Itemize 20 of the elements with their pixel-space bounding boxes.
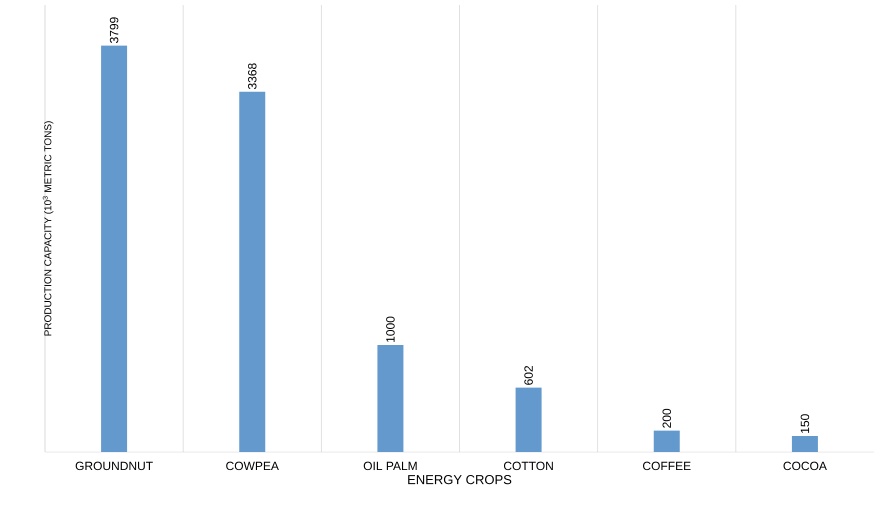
data-label: 3368 bbox=[248, 63, 256, 90]
bar bbox=[239, 92, 266, 452]
data-label: 3799 bbox=[110, 17, 118, 43]
x-tick-label: COCOA bbox=[784, 462, 827, 470]
bar bbox=[377, 345, 404, 452]
y-axis-title: PRODUCTION CAPACITY (10$^{3}$ METRIC TONS) bbox=[42, 121, 54, 336]
x-tick-label: COTTON bbox=[504, 462, 553, 470]
bar bbox=[516, 388, 542, 452]
data-label: 602 bbox=[524, 366, 533, 385]
data-label: 200 bbox=[662, 408, 671, 428]
x-tick-label: COWPEA bbox=[226, 462, 279, 470]
x-tick-label: GROUNDNUT bbox=[76, 462, 153, 470]
bar bbox=[101, 46, 128, 452]
data-label: 150 bbox=[800, 414, 810, 433]
bar bbox=[792, 436, 818, 452]
x-tick-label: OIL PALM bbox=[364, 462, 417, 470]
x-axis-title: ENERGY CROPS bbox=[408, 475, 512, 484]
data-label: 1000 bbox=[386, 316, 395, 342]
x-tick-label: COFFEE bbox=[643, 462, 691, 470]
bar bbox=[654, 430, 680, 452]
